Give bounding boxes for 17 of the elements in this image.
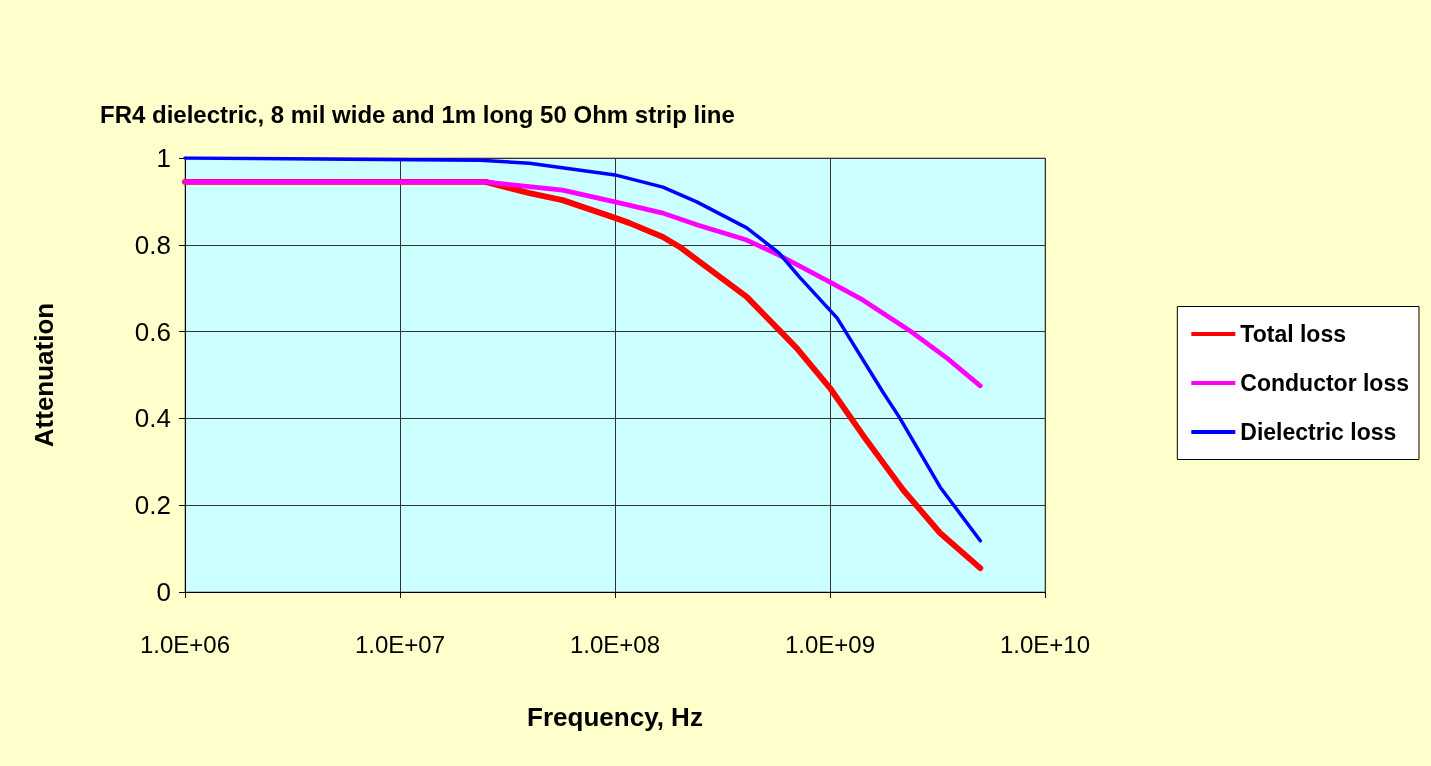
y-tick-label: 0.2 — [134, 490, 171, 521]
legend-label: Total loss — [1240, 321, 1346, 347]
y-axis-title: Attenuation — [29, 302, 59, 448]
y-tick-label: 0.4 — [134, 403, 171, 434]
y-tick-label: 1 — [156, 143, 171, 173]
y-tick-label: 0.8 — [134, 229, 171, 260]
chart-title: FR4 dielectric, 8 mil wide and 1m long 50 Ohm strip line — [100, 100, 735, 128]
x-axis-title: Frequency, Hz — [527, 702, 703, 732]
legend-label: Conductor loss — [1240, 370, 1409, 396]
x-tick-label: 1.0E+09 — [784, 630, 876, 658]
x-tick-label: 1.0E+06 — [139, 630, 231, 658]
x-tick-label: 1.0E+07 — [354, 630, 446, 658]
x-tick-label: 1.0E+08 — [569, 630, 661, 658]
y-tick-label: 0 — [156, 577, 171, 607]
x-tick-label: 1.0E+10 — [999, 630, 1091, 658]
legend-label: Dielectric loss — [1240, 419, 1397, 445]
y-tick-label: 0.6 — [134, 316, 171, 347]
